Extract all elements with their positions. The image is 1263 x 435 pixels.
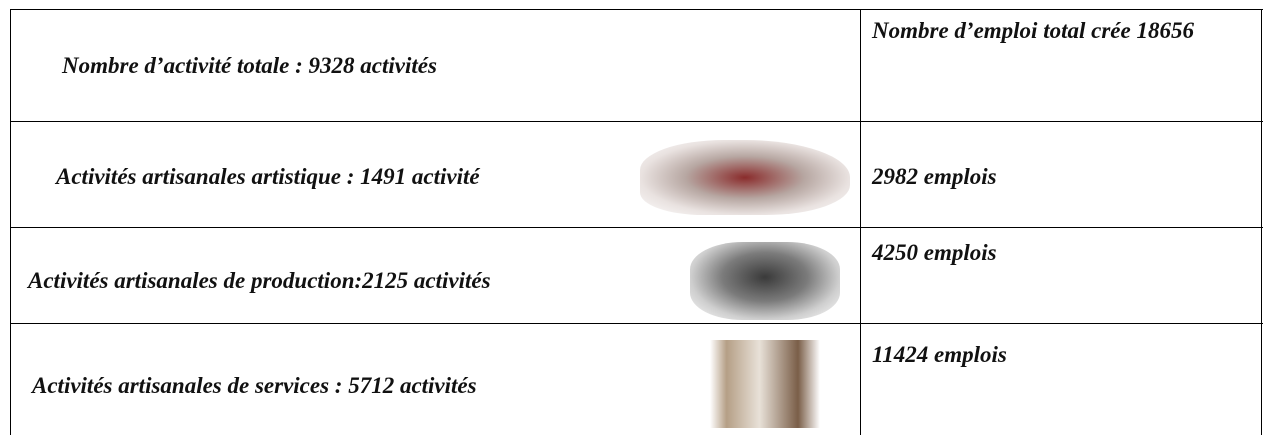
table-cell: 4250 emplois <box>872 239 997 266</box>
table-border <box>860 9 861 435</box>
table-cell: Activités artisanales de services : 5712… <box>32 372 477 399</box>
table-cell: 11424 emplois <box>872 341 1007 368</box>
table-cell: 2982 emplois <box>872 163 997 190</box>
table-border <box>10 121 1263 122</box>
photo-jewelry <box>640 140 850 215</box>
table-cell: Activités artisanales artistique : 1491 … <box>56 163 480 190</box>
table-border <box>1261 9 1262 435</box>
table-cell: Nombre d’activité totale : 9328 activité… <box>62 52 437 79</box>
table-border <box>10 323 1263 324</box>
table-cell: Activités artisanales de production:2125… <box>28 267 491 294</box>
document: Nombre d’activité totale : 9328 activité… <box>0 0 1263 435</box>
table-cell: Nombre d’emploi total crée 18656 <box>872 17 1255 44</box>
table-border <box>10 227 1263 228</box>
table-border <box>10 9 11 435</box>
photo-production <box>690 242 840 320</box>
photo-services <box>710 340 820 428</box>
table-border <box>10 9 1263 10</box>
